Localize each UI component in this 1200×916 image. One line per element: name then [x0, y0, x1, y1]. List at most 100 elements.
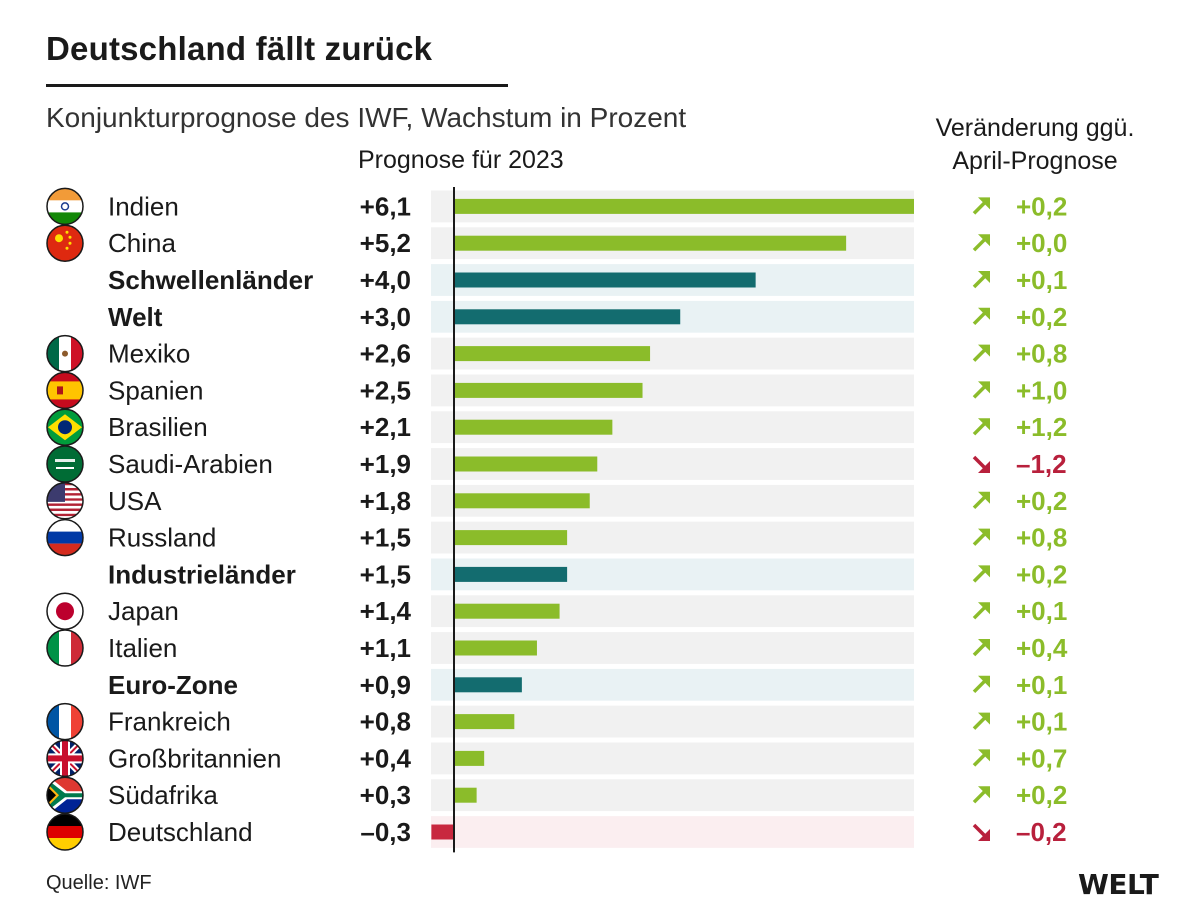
star — [65, 246, 69, 250]
value-label: +3,0 — [360, 302, 411, 332]
row-background — [431, 742, 914, 775]
chart-subtitle: Konjunkturprognose des IWF, Wachstum in … — [46, 102, 687, 133]
flag-outline — [46, 518, 84, 557]
country-bar — [454, 419, 613, 435]
change-value: +0,2 — [1016, 780, 1067, 810]
arrow-head — [978, 418, 990, 431]
change-value: +0,0 — [1016, 228, 1067, 258]
chart-row: Mexiko +2,6 +0,8 — [46, 334, 1067, 373]
arrow-head — [978, 271, 990, 283]
row-background — [431, 816, 914, 848]
mexico-flag-icon — [46, 334, 84, 373]
south-africa-flag-icon — [47, 777, 83, 814]
country-bar — [454, 603, 560, 619]
arrow-up-right-icon — [972, 344, 990, 362]
arrow-up-right-icon — [972, 749, 990, 767]
row-label: Indien — [108, 191, 179, 221]
chart-row: Industrieländer +1,5 +0,2 — [108, 558, 1067, 591]
flag-part — [47, 513, 83, 517]
value-label: +2,6 — [360, 339, 411, 369]
chart-row: Großbritannien +0,4 +0,7 — [46, 739, 1067, 778]
change-value: +0,7 — [1016, 743, 1067, 773]
emblem — [62, 350, 68, 357]
change-value: +0,2 — [1016, 486, 1067, 516]
value-label: +1,1 — [360, 633, 411, 663]
flag-part — [47, 225, 83, 262]
chart-row: Spanien +2,5 +1,0 — [46, 371, 1067, 410]
chart-row: USA +1,8 +0,2 — [46, 482, 1067, 520]
welt-logo: WELT — [1078, 868, 1159, 901]
row-label: Welt — [108, 302, 163, 332]
change-header-line-2: April-Prognose — [952, 147, 1118, 175]
arrow-head — [978, 749, 990, 762]
flag-part — [47, 755, 83, 762]
flag-outline — [46, 776, 84, 814]
arrow-down-right-icon — [972, 455, 990, 473]
emblem — [57, 386, 63, 395]
change-value: +0,2 — [1016, 191, 1067, 221]
sun — [56, 602, 74, 621]
arrow-up-right-icon — [972, 491, 990, 510]
change-value: +0,1 — [1016, 265, 1067, 295]
arrow-up-right-icon — [972, 234, 990, 252]
arrow-up-right-icon — [972, 381, 990, 399]
value-label: +4,0 — [360, 265, 411, 295]
flag-outline — [46, 334, 84, 373]
arrow-up-right-icon — [972, 712, 990, 730]
arrow-up-right-icon — [972, 786, 990, 804]
flag-part — [47, 826, 83, 838]
chart-row: Welt +3,0 +0,2 — [108, 300, 1067, 333]
change-value: +0,2 — [1016, 559, 1067, 589]
flag-outline — [46, 592, 84, 630]
row-label: Deutschland — [108, 817, 253, 847]
value-label: +1,5 — [360, 559, 411, 589]
value-label: –0,3 — [360, 817, 411, 847]
arrow-up-right-icon — [972, 307, 990, 326]
source-note: Quelle: IWF — [46, 872, 152, 894]
chart-row: Saudi-Arabien +1,9 –1,2 — [46, 445, 1067, 483]
row-label: Brasilien — [108, 412, 208, 442]
change-header-line-1: Veränderung ggü. — [935, 114, 1135, 142]
flag-outline — [46, 739, 84, 778]
group-bar — [454, 272, 756, 288]
change-value: +0,1 — [1016, 670, 1067, 700]
change-value: +0,8 — [1016, 523, 1067, 553]
arrow-head — [978, 307, 990, 320]
change-value: –0,2 — [1016, 817, 1067, 847]
brazil-flag-icon — [46, 408, 84, 446]
row-label: Saudi-Arabien — [108, 449, 273, 479]
chart-row: Deutschland –0,3 –0,2 — [46, 813, 1067, 851]
change-value: +1,0 — [1016, 375, 1067, 405]
country-bar — [454, 750, 485, 766]
flag-outline — [46, 408, 84, 446]
chart-row: Japan +1,4 +0,1 — [46, 592, 1067, 630]
chart-row: Südafrika +0,3 +0,2 — [46, 776, 1067, 814]
arrow-head — [978, 602, 990, 615]
change-value: +0,1 — [1016, 707, 1067, 737]
country-bar — [454, 198, 914, 214]
chakra — [60, 202, 70, 211]
flag-part — [47, 516, 83, 519]
flag-outline — [46, 445, 84, 483]
japan-flag-icon — [46, 592, 84, 630]
spain-flag-icon — [46, 371, 84, 410]
chart-row: Indien +6,1 +0,2 — [46, 187, 1067, 226]
arrow-up-right-icon — [972, 528, 990, 546]
flag-part — [47, 503, 83, 506]
arrow-up-right-icon — [972, 418, 990, 436]
country-bar — [454, 530, 568, 546]
group-bar — [454, 677, 522, 693]
chart-row: Russland +1,5 +0,8 — [46, 518, 1067, 557]
change-value: +0,1 — [1016, 596, 1067, 626]
flag-part — [59, 630, 71, 666]
china-flag-icon — [47, 225, 83, 262]
flag-part — [47, 505, 83, 509]
chart-row: China +5,2 +0,0 — [46, 224, 1067, 262]
arrow-head — [978, 491, 990, 504]
arrow-head — [978, 565, 990, 578]
flag-part — [47, 381, 83, 400]
script — [55, 459, 75, 462]
arrow-head — [978, 639, 990, 651]
arrow-up-right-icon — [972, 565, 990, 583]
